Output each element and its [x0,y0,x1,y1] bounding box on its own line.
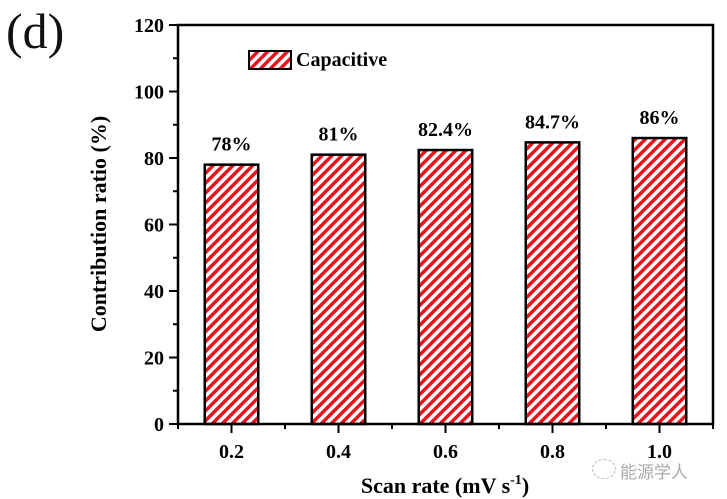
bar [524,141,581,426]
x-tick-label: 0.8 [540,441,565,463]
legend-label: Capacitive [296,49,387,71]
plot-frame [176,23,715,426]
watermark-text: 能源学人 [620,463,688,483]
legend: Capacitive [248,49,387,71]
legend-swatch [248,50,292,70]
bar [417,148,474,426]
bar [310,153,367,426]
y-tick-label: 80 [144,148,164,170]
panel-label: (d) [6,3,65,59]
x-tick-label: 0.2 [219,441,244,463]
bar [203,163,260,426]
y-tick-label: 120 [134,15,164,37]
data-label: 82.4% [418,119,473,141]
bar [631,136,688,426]
x-tick-label: 0.4 [326,441,351,463]
x-axis-label: Scan rate (mV s-1) [361,473,529,498]
y-tick-label: 20 [144,348,164,370]
watermark: 能源学人 [592,458,712,483]
y-tick-label: 60 [144,215,164,237]
data-label: 81% [319,124,359,146]
y-tick-label: 100 [134,82,164,104]
data-label: 84.7% [525,111,580,133]
wechat-icon [592,459,616,479]
data-label: 86% [640,107,680,129]
x-tick-label: 0.6 [433,441,458,463]
data-label: 78% [212,134,252,156]
y-tick-label: 0 [154,414,164,436]
y-axis-label: Contribution ratio (%) [86,116,111,332]
x-tick-label: 1.0 [647,441,672,463]
y-tick-label: 40 [144,281,164,303]
